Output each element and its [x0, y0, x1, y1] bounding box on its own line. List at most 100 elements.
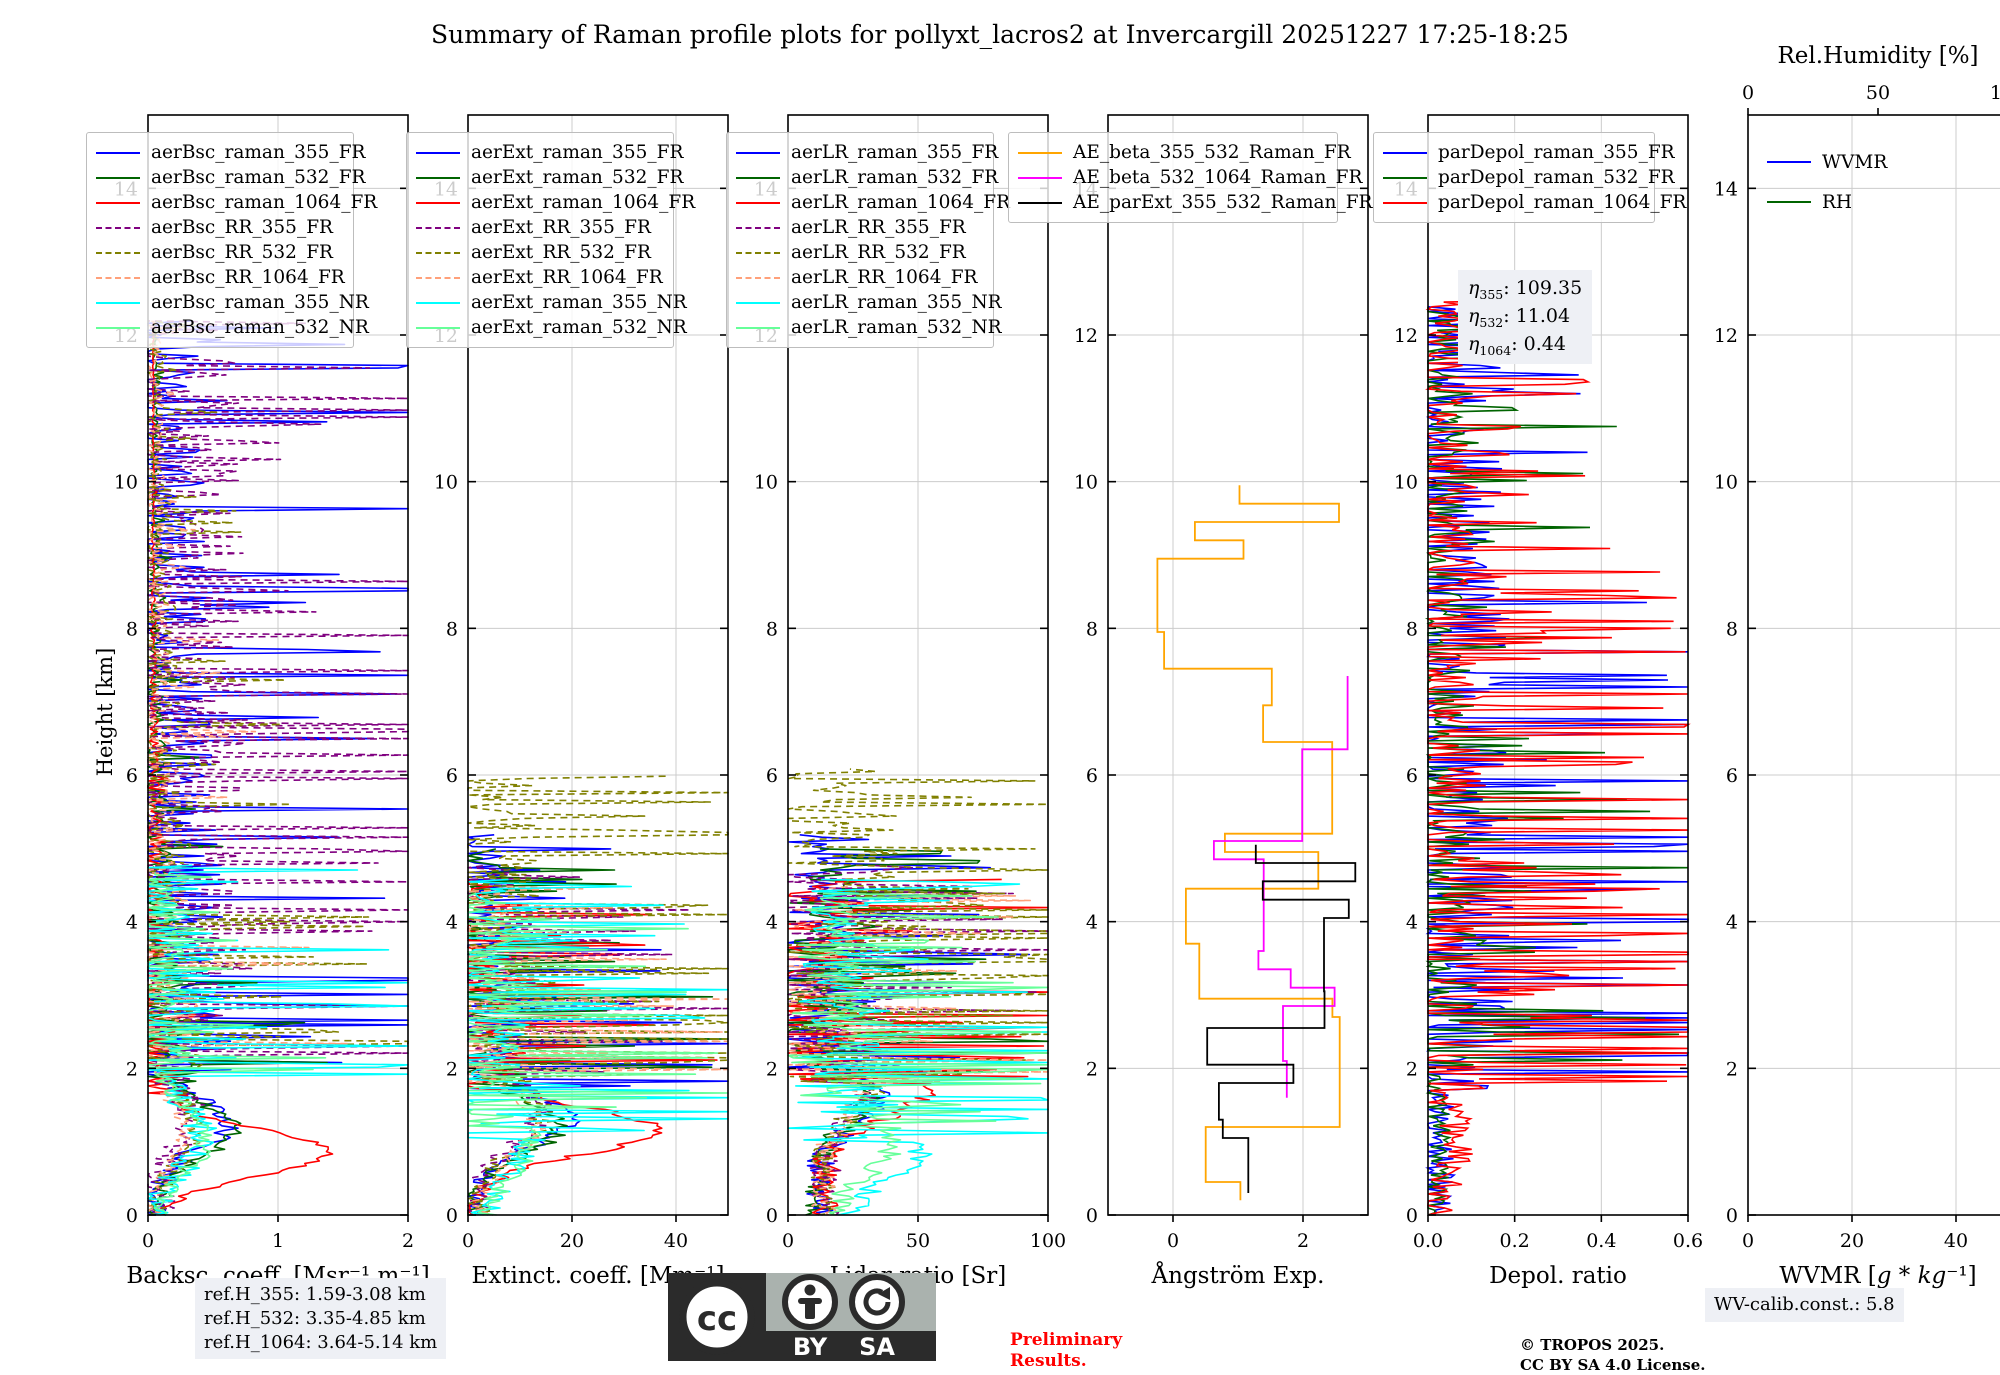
legend-item[interactable]: aerLR_raman_355_NR [736, 290, 1002, 315]
legend-item[interactable]: aerLR_raman_532_FR [736, 165, 998, 190]
legend-wvmr[interactable]: WVMR RH [1758, 135, 1908, 229]
legend-line-swatch [416, 151, 460, 154]
svg-text:0: 0 [1406, 1205, 1418, 1227]
legend-item[interactable]: aerLR_raman_1064_FR [736, 190, 1010, 215]
svg-text:2: 2 [1406, 1058, 1418, 1080]
legend-item[interactable]: aerBsc_raman_355_FR [96, 140, 365, 165]
legend-label: aerLR_raman_532_FR [791, 167, 999, 188]
svg-text:8: 8 [1726, 618, 1738, 640]
svg-text:0.2: 0.2 [1500, 1230, 1530, 1252]
svg-text:4: 4 [1086, 912, 1098, 934]
legend-item[interactable]: aerLR_raman_355_FR [736, 140, 998, 165]
legend-line-swatch [1383, 176, 1427, 179]
legend-label: aerLR_raman_355_NR [791, 292, 1002, 313]
svg-text:8: 8 [1086, 618, 1098, 640]
legend-label: aerBsc_RR_532_FR [151, 242, 333, 263]
legend-label: parDepol_raman_1064_FR [1438, 192, 1687, 213]
svg-text:6: 6 [1086, 765, 1098, 787]
svg-text:2: 2 [1297, 1230, 1309, 1252]
svg-text:100: 100 [1030, 1230, 1066, 1252]
legend-line-swatch [416, 326, 460, 329]
legend-line-swatch [736, 226, 780, 229]
legend-item[interactable]: AE_parExt_355_532_Raman_FR [1018, 190, 1372, 215]
legend-extinction[interactable]: aerExt_raman_355_FR aerExt_raman_532_FR ae… [406, 132, 695, 348]
legend-item[interactable]: aerBsc_raman_532_FR [96, 165, 365, 190]
legend-label: aerLR_raman_355_FR [791, 142, 999, 163]
svg-text:40: 40 [1944, 1230, 1968, 1252]
legend-item[interactable]: aerBsc_raman_1064_FR [96, 190, 377, 215]
legend-item[interactable]: aerLR_RR_355_FR [736, 215, 984, 240]
legend-item[interactable]: parDepol_raman_355_FR [1383, 140, 1675, 165]
legend-item[interactable]: aerExt_RR_1064_FR [416, 265, 664, 290]
svg-text:2: 2 [402, 1230, 414, 1252]
preliminary-note: Preliminary Results. [1010, 1330, 1123, 1372]
eta-1064-row: η1064: 0.44 [1468, 333, 1566, 358]
svg-text:0: 0 [766, 1205, 778, 1227]
legend-depolarization[interactable]: parDepol_raman_355_FR parDepol_raman_532_… [1373, 132, 1686, 223]
legend-item[interactable]: AE_beta_532_1064_Raman_FR [1018, 165, 1362, 190]
legend-label: aerExt_raman_355_NR [471, 292, 687, 313]
legend-item[interactable]: aerBsc_RR_532_FR [96, 240, 344, 265]
legend-label: aerBsc_raman_355_NR [151, 292, 369, 313]
svg-text:cc: cc [697, 1299, 737, 1339]
legend-item[interactable]: WVMR [1767, 142, 1899, 182]
legend-line-swatch [96, 176, 140, 179]
legend-line-swatch [416, 176, 460, 179]
svg-text:2: 2 [766, 1058, 778, 1080]
legend-item[interactable]: aerBsc_raman_355_NR [96, 290, 369, 315]
legend-label: aerBsc_raman_355_FR [151, 142, 366, 163]
legend-label: aerBsc_raman_532_NR [151, 317, 369, 338]
legend-item[interactable]: aerBsc_RR_355_FR [96, 215, 344, 240]
legend-backscatter[interactable]: aerBsc_raman_355_FR aerBsc_raman_532_FR ae… [86, 132, 377, 348]
legend-angstrom[interactable]: AE_beta_355_532_Raman_FR AE_beta_532_1064… [1008, 132, 1372, 223]
svg-text:8: 8 [126, 618, 138, 640]
legend-item[interactable]: aerExt_RR_355_FR [416, 215, 664, 240]
svg-text:12: 12 [1394, 325, 1418, 347]
legend-label: aerBsc_RR_1064_FR [151, 267, 345, 288]
legend-label: WVMR [1822, 151, 1888, 173]
legend-item[interactable]: parDepol_raman_1064_FR [1383, 190, 1686, 215]
svg-text:6: 6 [1406, 765, 1418, 787]
svg-text:8: 8 [446, 618, 458, 640]
legend-item[interactable]: AE_beta_355_532_Raman_FR [1018, 140, 1351, 165]
legend-lidar-ratio[interactable]: aerLR_raman_355_FR aerLR_raman_532_FR aerL… [726, 132, 1010, 348]
page-title: Summary of Raman profile plots for polly… [431, 20, 1569, 49]
legend-item[interactable]: aerExt_raman_532_NR [416, 315, 687, 340]
legend-label: AE_beta_532_1064_Raman_FR [1073, 167, 1363, 188]
legend-label: aerBsc_raman_1064_FR [151, 192, 378, 213]
svg-text:40: 40 [664, 1230, 688, 1252]
svg-text:0: 0 [1167, 1230, 1179, 1252]
legend-item[interactable]: aerBsc_raman_532_NR [96, 315, 369, 340]
legend-item[interactable]: aerExt_raman_532_FR [416, 165, 683, 190]
svg-text:0: 0 [142, 1230, 154, 1252]
legend-label: aerExt_raman_1064_FR [471, 192, 696, 213]
legend-item[interactable]: parDepol_raman_532_FR [1383, 165, 1675, 190]
svg-text:0: 0 [462, 1230, 474, 1252]
svg-text:0: 0 [1086, 1205, 1098, 1227]
svg-text:0: 0 [782, 1230, 794, 1252]
svg-text:0: 0 [126, 1205, 138, 1227]
svg-text:10: 10 [1394, 472, 1418, 494]
legend-line-swatch [416, 276, 460, 279]
svg-text:0.4: 0.4 [1586, 1230, 1616, 1252]
svg-text:10: 10 [1074, 472, 1098, 494]
legend-item[interactable]: aerLR_RR_532_FR [736, 240, 984, 265]
legend-item[interactable]: aerLR_raman_532_NR [736, 315, 1002, 340]
legend-label: aerExt_raman_355_FR [471, 142, 684, 163]
legend-item[interactable]: aerBsc_RR_1064_FR [96, 265, 345, 290]
legend-item[interactable]: aerExt_raman_355_FR [416, 140, 683, 165]
legend-item[interactable]: aerExt_raman_355_NR [416, 290, 687, 315]
legend-label: parDepol_raman_532_FR [1438, 167, 1675, 188]
legend-item[interactable]: aerLR_RR_1064_FR [736, 265, 984, 290]
legend-line-swatch [1767, 201, 1811, 203]
svg-text:6: 6 [446, 765, 458, 787]
svg-text:6: 6 [766, 765, 778, 787]
legend-line-swatch [736, 276, 780, 279]
legend-item[interactable]: RH [1767, 182, 1899, 222]
legend-label: aerExt_RR_532_FR [471, 242, 651, 263]
legend-item[interactable]: aerExt_RR_532_FR [416, 240, 664, 265]
svg-text:50: 50 [1866, 82, 1890, 104]
legend-item[interactable]: aerExt_raman_1064_FR [416, 190, 695, 215]
legend-line-swatch [736, 176, 780, 179]
top-axis-label-wvmr: Rel.Humidity [%] [1777, 43, 1979, 69]
